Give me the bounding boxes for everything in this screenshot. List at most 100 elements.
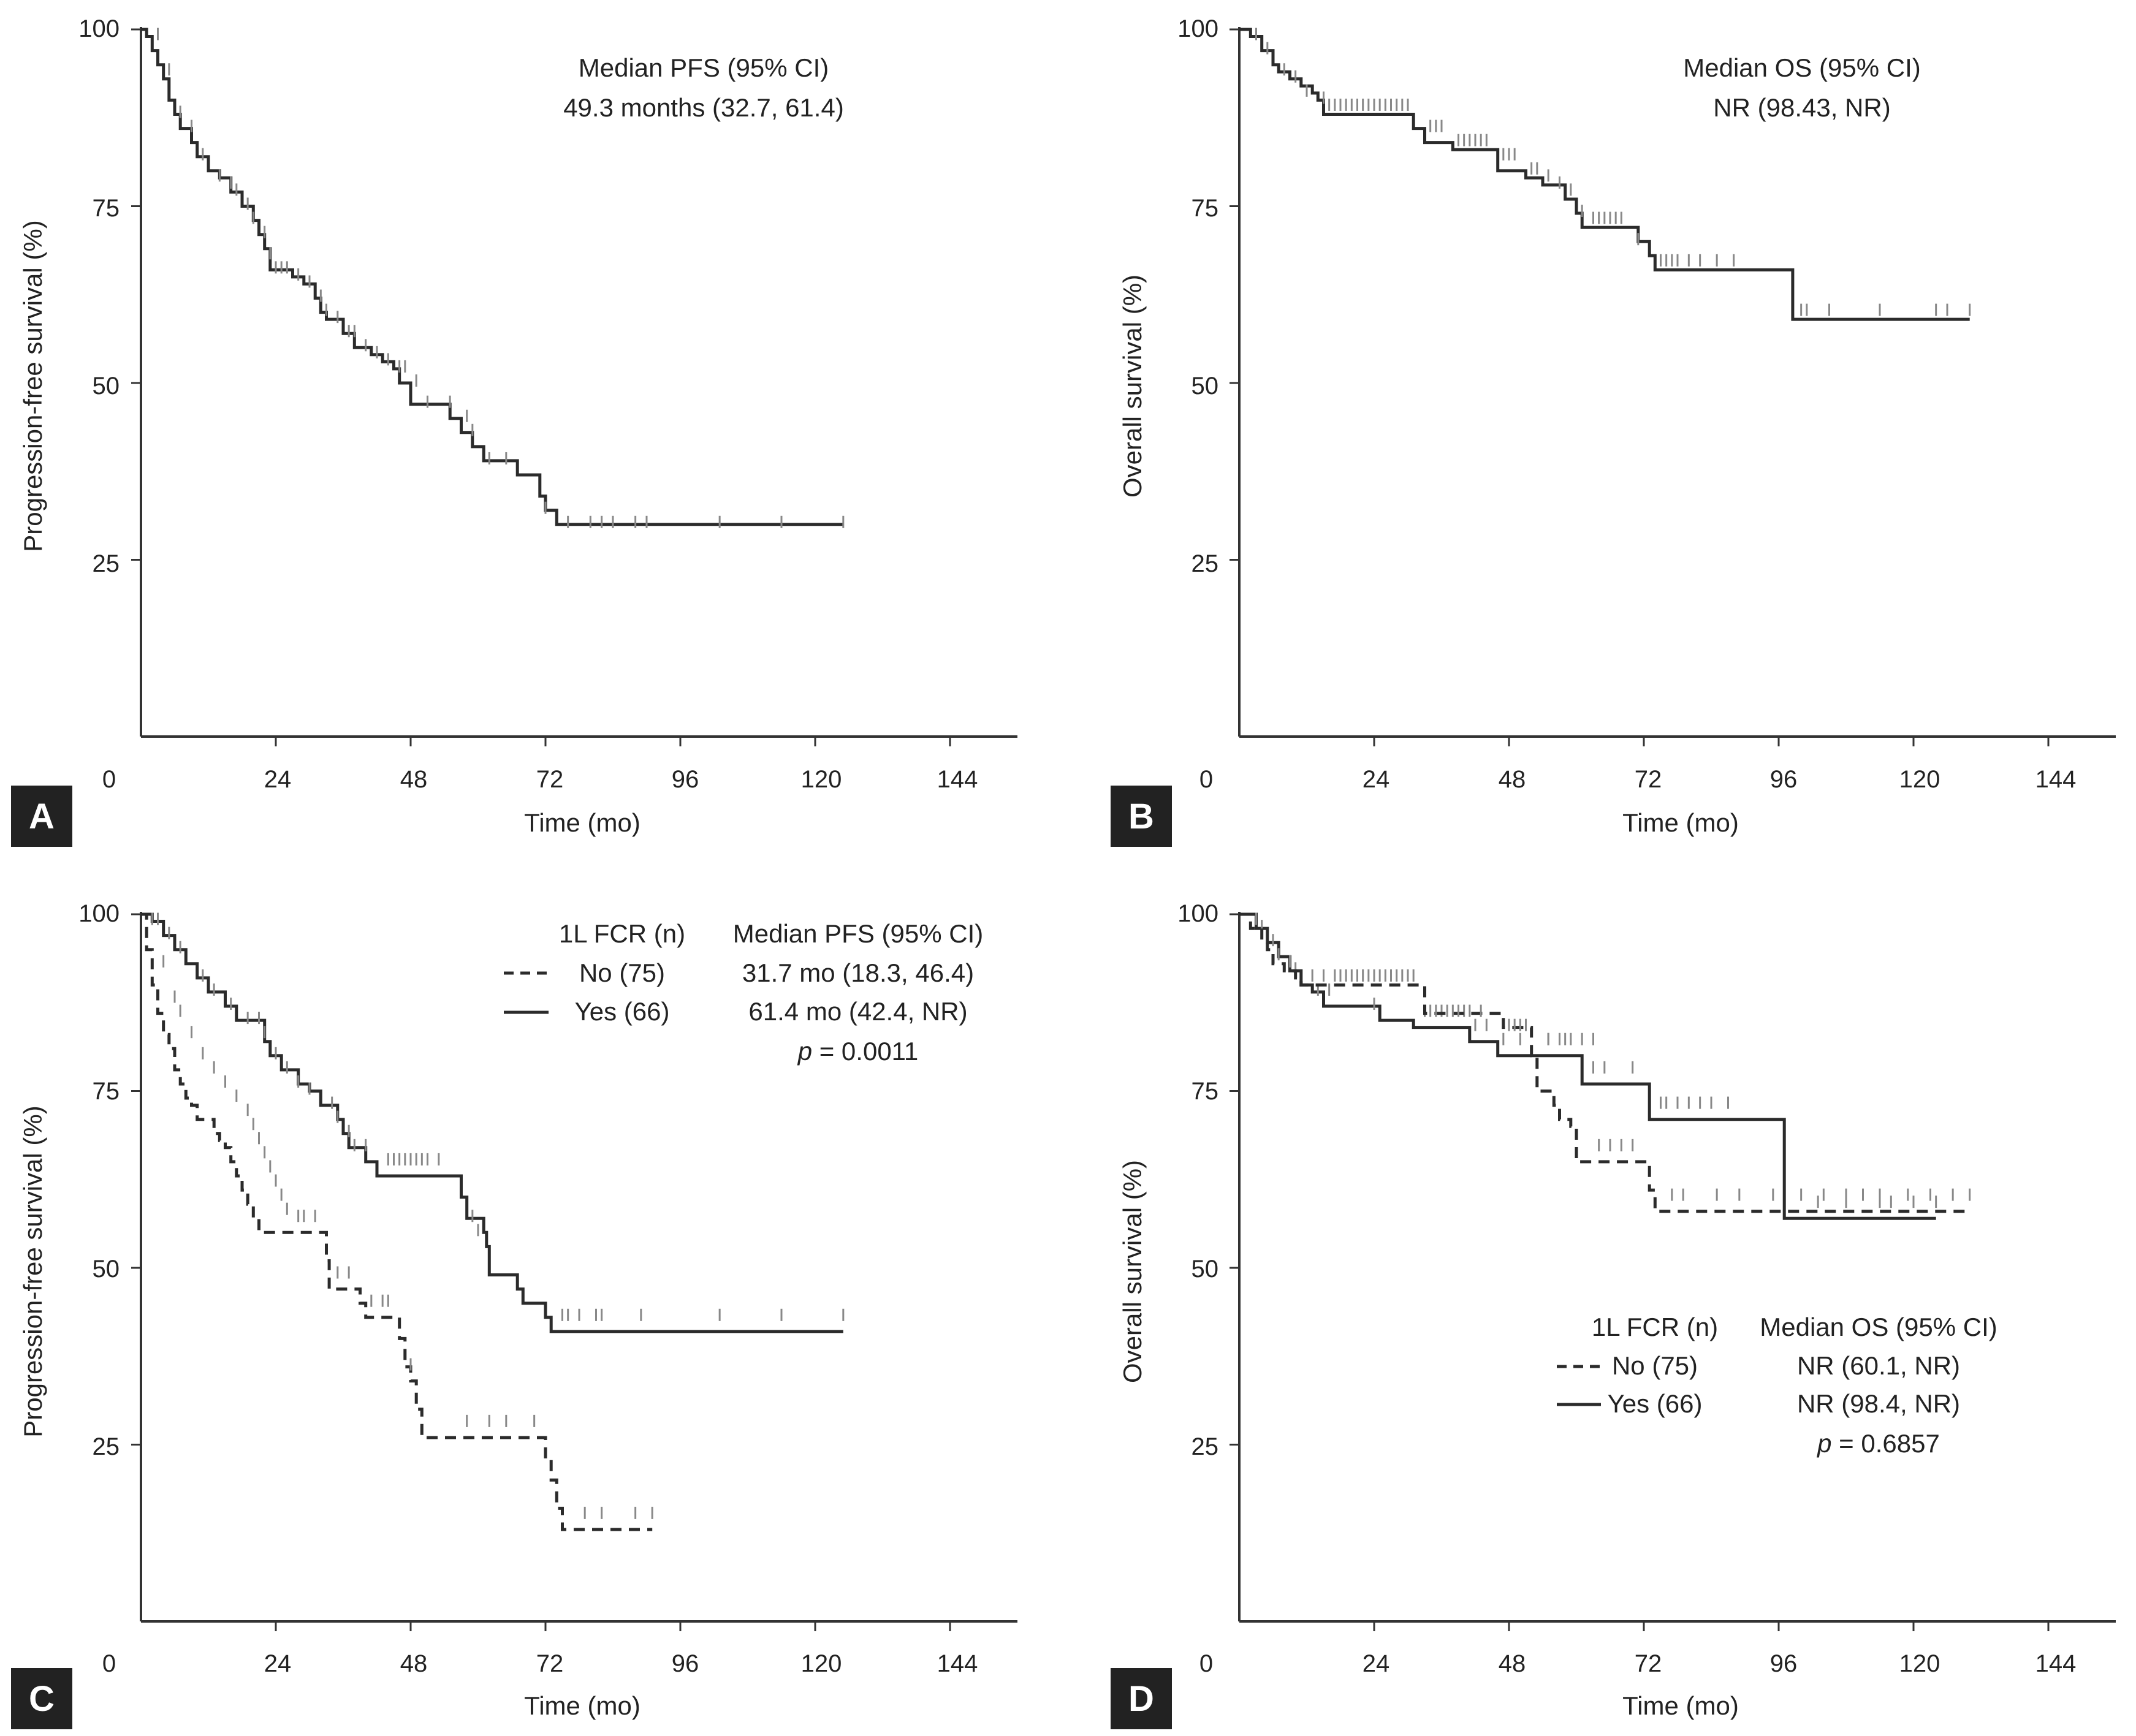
legend-stat-no: NR (60.1, NR) [1797, 1351, 1960, 1380]
y-tick-label-25: 25 [93, 1433, 120, 1460]
x-tick-label-24: 24 [264, 1650, 292, 1677]
x-axis-title: Time (mo) [524, 808, 640, 837]
y-tick-label-50: 50 [1192, 373, 1219, 400]
legend-label-no: No (75) [1612, 1351, 1698, 1380]
x-tick-label-72: 72 [1635, 766, 1662, 793]
x-tick-label-48: 48 [1499, 1650, 1526, 1677]
x-tick-label-0: 0 [1199, 766, 1213, 793]
legend-label-yes: Yes (66) [575, 997, 670, 1026]
y-tick-label-50: 50 [93, 1256, 120, 1283]
y-tick-label-100: 100 [1177, 900, 1218, 927]
y-ticks: 100 75 50 25 [1177, 900, 1218, 1460]
x-tick-label-72: 72 [536, 766, 564, 793]
panel-label: C [29, 1679, 55, 1719]
y-axis-title: Progression-free survival (%) [18, 1105, 47, 1438]
km-curve-no-75 [1239, 912, 1970, 1213]
x-tick-label-144: 144 [2035, 766, 2077, 793]
legend-stat-header: Median OS (95% CI) [1760, 1313, 1997, 1341]
panel-label-box [11, 786, 72, 847]
y-tick-label-50: 50 [1192, 1256, 1219, 1283]
y-ticks: 100 75 50 25 [78, 900, 120, 1460]
x-tick-label-72: 72 [536, 1650, 564, 1677]
y-ticks: 100 75 50 25 [1177, 15, 1218, 577]
x-tick-label-144: 144 [937, 1650, 978, 1677]
legend-stat-no: 31.7 mo (18.3, 46.4) [742, 958, 974, 987]
x-tick-label-48: 48 [400, 766, 428, 793]
annotation-line-1: Median PFS (95% CI) [579, 53, 829, 82]
x-tick-label-120: 120 [801, 1650, 842, 1677]
km-curve-all [141, 28, 843, 526]
x-ticks: 0 24 48 72 96 120 144 [102, 1650, 978, 1677]
x-tick-label-120: 120 [1899, 766, 1940, 793]
x-tick-label-48: 48 [400, 1650, 428, 1677]
legend: 1L FCR (n) Median PFS (95% CI) No (75) 3… [504, 919, 983, 1066]
panel-b: 100 75 50 25 0 24 48 72 96 120 144 Time … [1111, 15, 2116, 847]
y-tick-label-100: 100 [78, 900, 120, 927]
x-tick-label-0: 0 [102, 1650, 116, 1677]
annotation-line-1: Median OS (95% CI) [1683, 53, 1920, 82]
x-tick-label-120: 120 [801, 766, 842, 793]
y-tick-label-75: 75 [1192, 195, 1219, 222]
km-curve-all [1239, 28, 1970, 321]
plot-area [1230, 27, 2116, 746]
legend-label-yes: Yes (66) [1608, 1389, 1703, 1418]
legend-stat-yes: 61.4 mo (42.4, NR) [748, 997, 967, 1026]
panel-label-badge: C [11, 1668, 72, 1729]
km-curve-no-75 [141, 912, 653, 1531]
plot-area [131, 27, 1017, 746]
y-axis-title: Overall survival (%) [1118, 275, 1147, 498]
y-tick-label-75: 75 [93, 1078, 120, 1105]
p-value: p = 0.6857 [1816, 1429, 1940, 1458]
km-curve-yes-66 [141, 912, 843, 1333]
legend-stat-header: Median PFS (95% CI) [733, 919, 983, 948]
y-axis-title: Overall survival (%) [1118, 1160, 1147, 1383]
plot-area [1230, 912, 2116, 1631]
legend: 1L FCR (n) Median OS (95% CI) No (75) NR… [1557, 1313, 1997, 1458]
legend-stat-yes: NR (98.4, NR) [1797, 1389, 1960, 1418]
x-tick-label-96: 96 [1770, 1650, 1798, 1677]
y-tick-label-25: 25 [93, 550, 120, 577]
x-tick-label-24: 24 [1363, 766, 1390, 793]
y-axis-title: Progression-free survival (%) [18, 220, 47, 552]
x-tick-label-48: 48 [1499, 766, 1526, 793]
annotation-line-2: 49.3 months (32.7, 61.4) [563, 93, 844, 122]
x-tick-label-144: 144 [937, 766, 978, 793]
panel-label-badge: D [1111, 1668, 1172, 1729]
y-tick-label-100: 100 [78, 15, 120, 42]
panel-label-box [1111, 786, 1172, 847]
x-ticks: 0 24 48 72 96 120 144 [1199, 1650, 2077, 1677]
x-axis-title: Time (mo) [524, 1691, 640, 1720]
panel-d: 100 75 50 25 0 24 48 72 96 120 144 Time … [1111, 900, 2116, 1729]
x-tick-label-0: 0 [102, 766, 116, 793]
legend-header: 1L FCR (n) [1592, 1313, 1718, 1341]
x-tick-label-144: 144 [2035, 1650, 2077, 1677]
x-tick-label-96: 96 [672, 1650, 699, 1677]
panel-c: 100 75 50 25 0 24 48 72 96 120 144 Time … [11, 900, 1017, 1729]
x-ticks: 0 24 48 72 96 120 144 [102, 766, 978, 793]
x-tick-label-24: 24 [264, 766, 292, 793]
p-value: p = 0.0011 [797, 1037, 919, 1066]
x-tick-label-120: 120 [1899, 1650, 1940, 1677]
y-tick-label-25: 25 [1192, 550, 1219, 577]
y-tick-label-75: 75 [1192, 1078, 1219, 1105]
x-tick-label-96: 96 [1770, 766, 1798, 793]
plot-area [131, 912, 1017, 1631]
x-tick-label-0: 0 [1199, 1650, 1213, 1677]
panel-label: A [29, 797, 55, 836]
x-axis-title: Time (mo) [1622, 1691, 1739, 1720]
panel-a: 100 75 50 25 0 24 48 72 96 120 144 Time … [11, 15, 1017, 847]
y-tick-label-75: 75 [93, 195, 120, 222]
x-tick-label-72: 72 [1635, 1650, 1662, 1677]
y-tick-label-25: 25 [1192, 1433, 1219, 1460]
panel-label-box [1111, 1668, 1172, 1729]
y-tick-label-100: 100 [1177, 15, 1218, 42]
panel-label-badge: B [1111, 786, 1172, 847]
panel-label: B [1128, 797, 1154, 836]
x-ticks: 0 24 48 72 96 120 144 [1199, 766, 2077, 793]
y-tick-label-50: 50 [93, 373, 120, 400]
km-curve-yes-66 [1239, 912, 1936, 1220]
panel-label-badge: A [11, 786, 72, 847]
x-tick-label-96: 96 [672, 766, 699, 793]
y-ticks: 100 75 50 25 [78, 15, 120, 577]
